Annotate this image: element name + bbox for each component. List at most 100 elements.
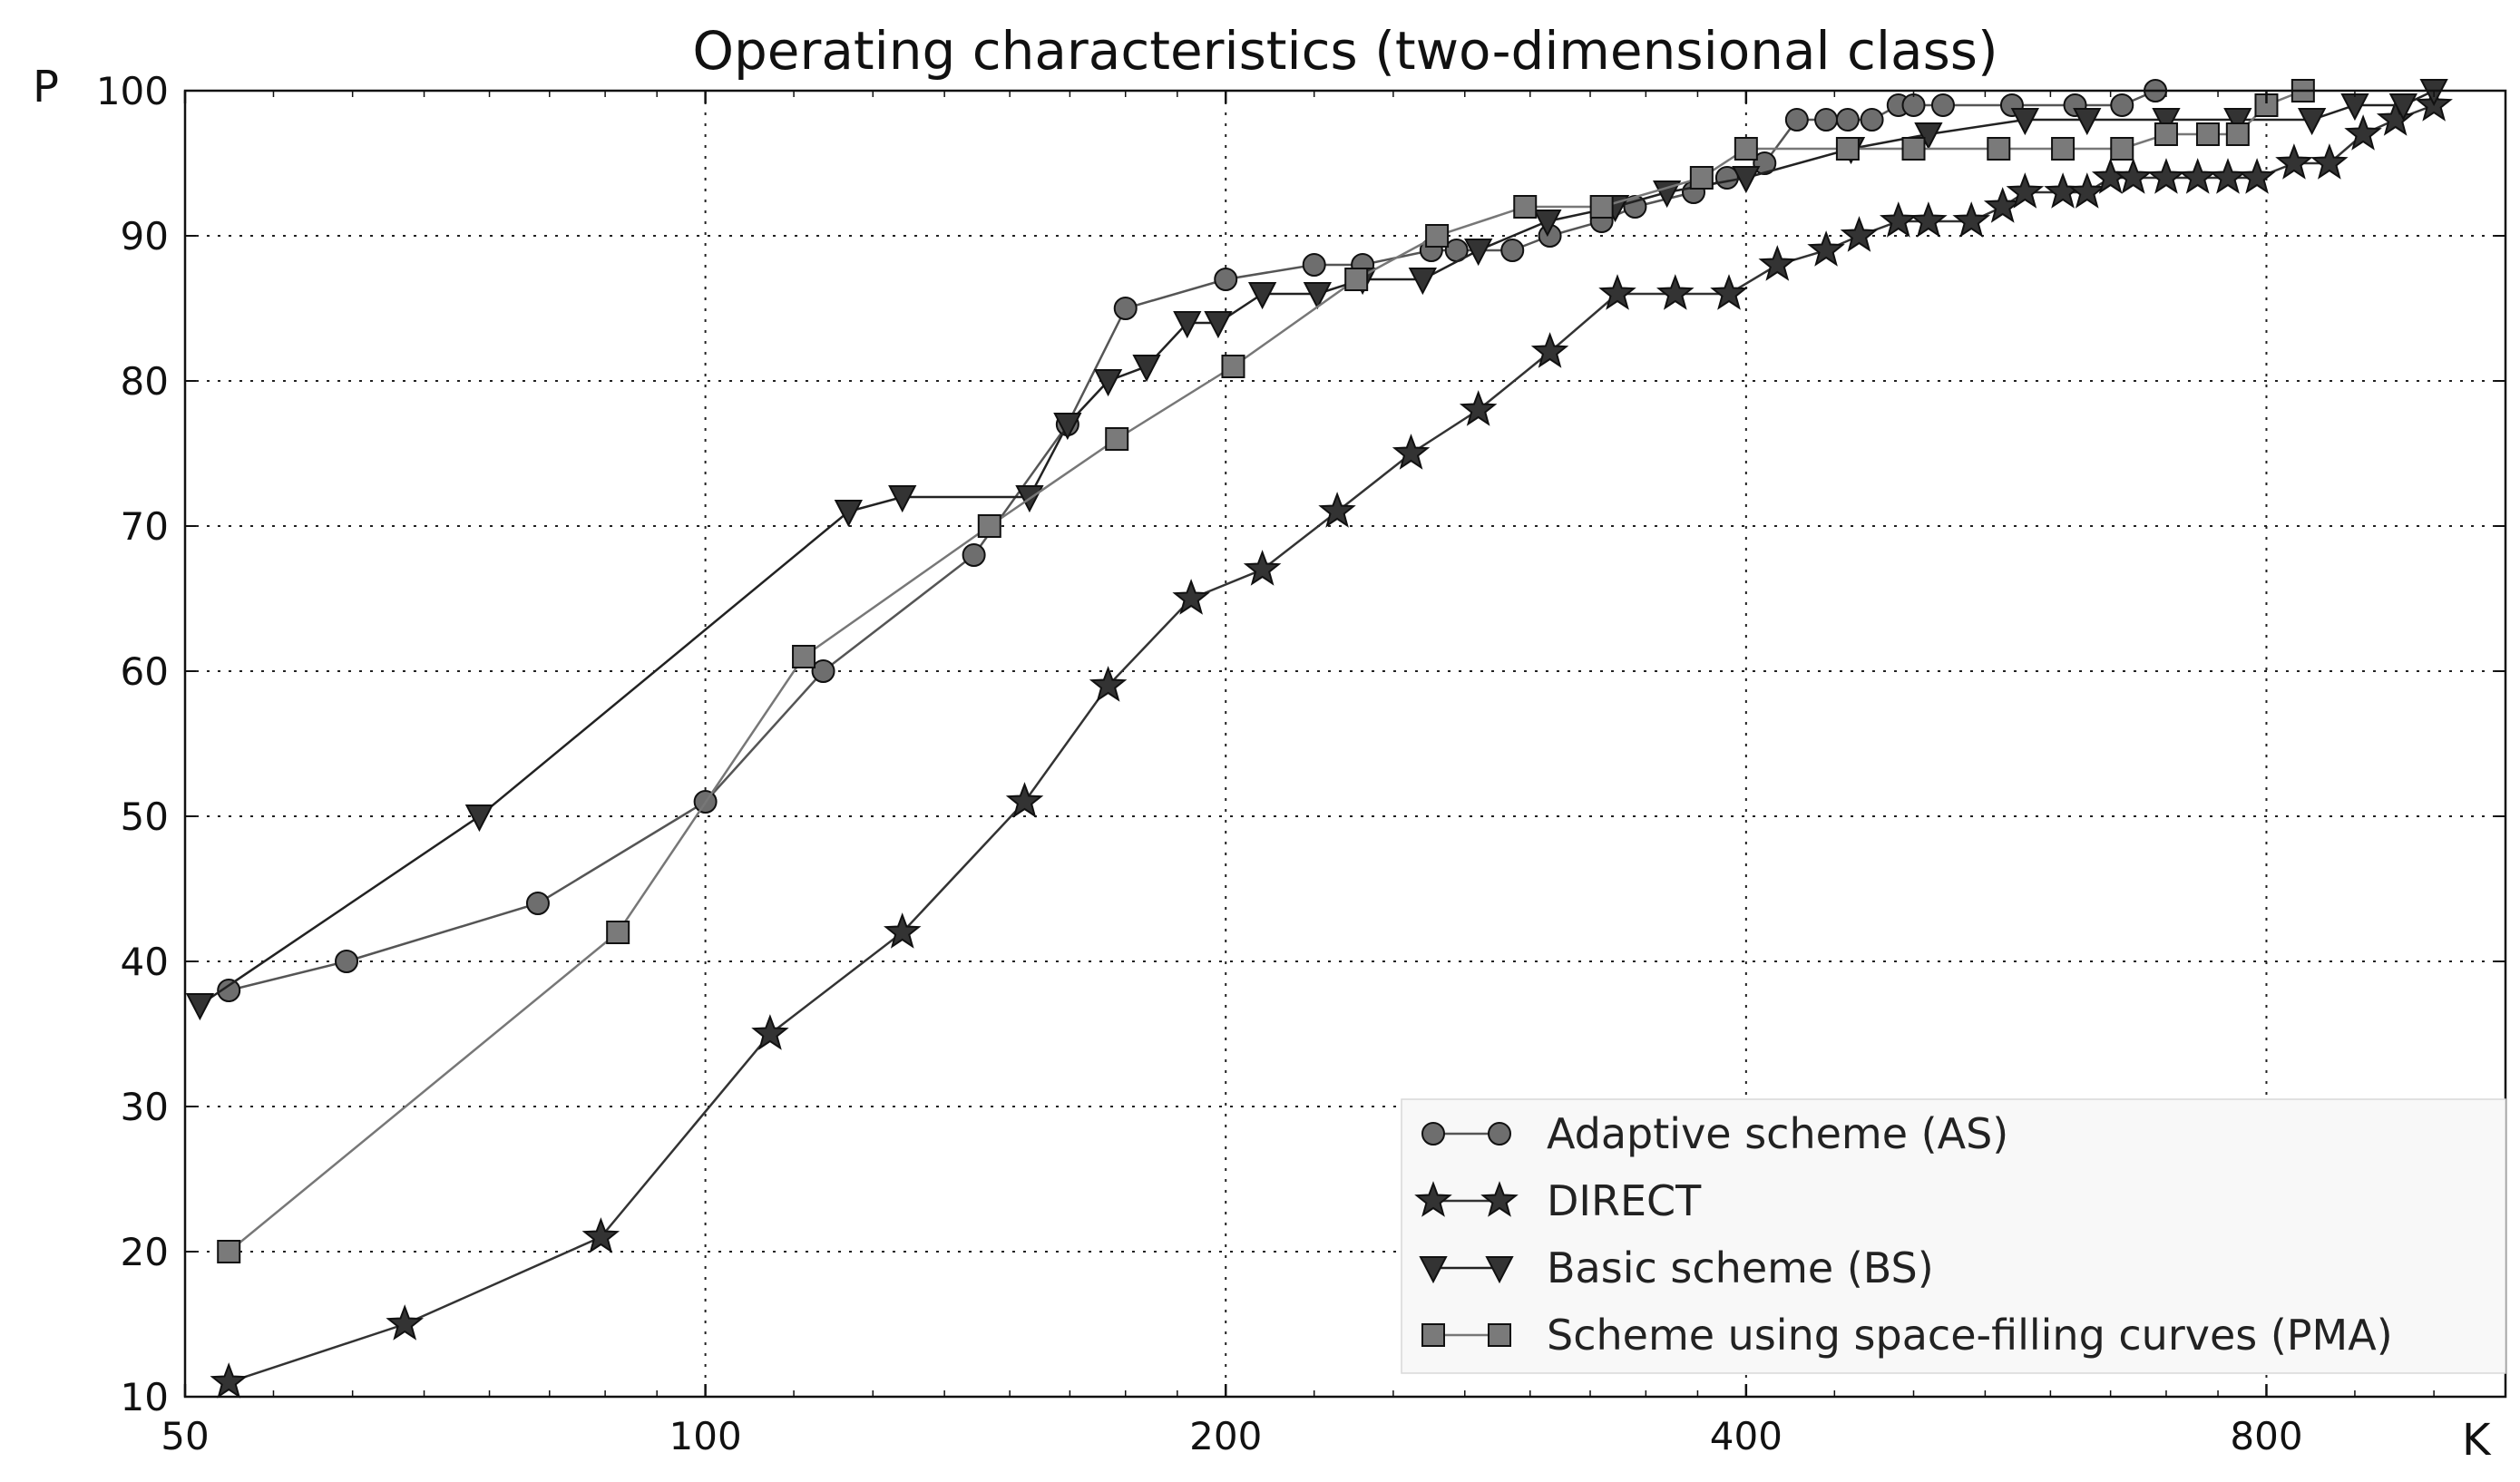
data-point [1901, 93, 1926, 117]
data-point [2010, 108, 2039, 136]
data-point [2195, 122, 2220, 146]
series-3 [217, 79, 2315, 1263]
legend-label: Scheme using space-filling curves (PMA) [1547, 1311, 2393, 1360]
series-line [228, 89, 2304, 1253]
data-point [581, 1217, 620, 1253]
data-point [1983, 187, 2022, 223]
x-axis-label: K [2462, 1415, 2492, 1466]
data-point [2110, 93, 2134, 117]
data-point [1710, 274, 1748, 310]
data-point [1914, 122, 1943, 151]
data-point [1807, 230, 1845, 267]
data-point [1930, 93, 1955, 117]
tick-label-y: 90 [121, 214, 169, 258]
data-point [1835, 137, 1860, 161]
data-point [606, 921, 630, 944]
data-point [2067, 172, 2106, 209]
data-point [2154, 122, 2178, 146]
series-1 [210, 85, 2453, 1399]
data-point [1689, 166, 1714, 190]
data-point [2388, 93, 2417, 122]
y-axis-label: P [33, 62, 59, 112]
data-point [1214, 268, 1238, 291]
data-point [386, 1304, 425, 1341]
data-point [1653, 180, 1682, 209]
data-point [1901, 137, 1926, 161]
data-point [888, 485, 917, 513]
tick-label-y: 50 [121, 795, 169, 839]
legend-label: Basic scheme (BS) [1547, 1243, 1934, 1292]
data-point [1303, 282, 1333, 310]
data-point [1814, 108, 1839, 132]
legend-marker [1419, 1256, 1448, 1284]
data-point [1530, 332, 1569, 368]
data-point [1089, 666, 1128, 702]
data-point [1408, 268, 1437, 296]
tick-label-y: 60 [121, 649, 169, 694]
data-point [1172, 579, 1210, 615]
data-point [2238, 158, 2276, 194]
data-point [1302, 253, 1326, 277]
data-point [1425, 224, 1450, 248]
axis-ticks: 10 20 30 40 50 60 70 80 90 100 50 100 200 400 800 [96, 69, 2505, 1458]
data-point [2051, 137, 2076, 161]
data-point [2147, 158, 2185, 194]
data-point [525, 892, 550, 915]
tick-label-x: 200 [1189, 1414, 1262, 1458]
legend-marker [1414, 1181, 1452, 1217]
data-point [1221, 355, 1245, 378]
data-point [185, 993, 215, 1021]
chart-title: Operating characteristics (two-dimension… [692, 20, 1997, 82]
legend-label: Adaptive scheme (AS) [1547, 1109, 2008, 1158]
data-point [1318, 492, 1356, 528]
data-point [1753, 151, 1777, 175]
tick-label-y: 20 [121, 1230, 169, 1274]
data-point [1113, 297, 1138, 320]
data-point [2152, 108, 2181, 136]
data-point [1204, 311, 1233, 339]
legend-box [1401, 1098, 2506, 1374]
data-point [2297, 108, 2327, 136]
legend-marker [1421, 1122, 1445, 1146]
data-point [1840, 216, 1879, 252]
data-point [1173, 311, 1202, 339]
data-point [1105, 427, 1129, 451]
data-point [2114, 158, 2153, 194]
legend-marker [1488, 1323, 1511, 1347]
data-point [464, 804, 494, 833]
data-point [1952, 201, 1991, 238]
data-point [834, 500, 864, 528]
legend-label: DIRECT [1547, 1176, 1702, 1225]
data-point [811, 659, 835, 683]
data-point [1533, 210, 1562, 238]
data-point [1513, 195, 1538, 219]
data-point [2344, 114, 2382, 151]
tick-label-y: 10 [121, 1375, 169, 1419]
data-point [1860, 108, 1884, 132]
data-point [1623, 195, 1647, 219]
data-point [1910, 201, 1948, 238]
tick-label-x: 100 [669, 1414, 742, 1458]
data-point [977, 514, 1001, 538]
legend: Adaptive scheme (AS) DIRECT Basic scheme (… [1401, 1098, 2506, 1374]
data-point [1459, 390, 1498, 426]
tick-label-y: 80 [121, 359, 169, 404]
data-point [1758, 245, 1797, 281]
legend-marker [1488, 1122, 1511, 1146]
tick-label-y: 30 [121, 1085, 169, 1129]
data-point [884, 912, 922, 949]
data-point [335, 950, 359, 973]
data-point [2225, 122, 2250, 146]
tick-label-y: 70 [121, 504, 169, 549]
data-point [1344, 268, 1369, 291]
tick-label-y: 100 [96, 69, 169, 113]
data-point [1835, 108, 1860, 132]
data-point [962, 543, 986, 567]
legend-marker [1480, 1181, 1519, 1217]
data-point [2310, 143, 2349, 180]
data-point [1598, 274, 1636, 310]
data-point [1500, 239, 1525, 262]
data-point [1734, 137, 1758, 161]
data-point [2376, 100, 2415, 136]
data-point [1093, 369, 1123, 397]
